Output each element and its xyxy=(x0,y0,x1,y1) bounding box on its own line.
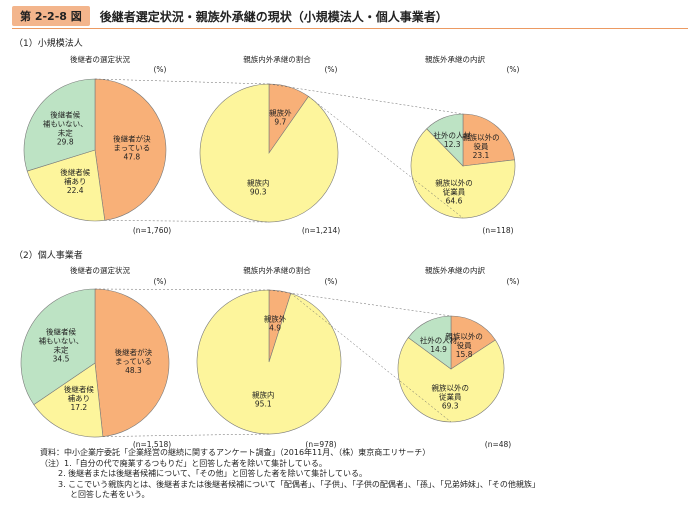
slice-value: 23.1 xyxy=(473,151,490,160)
header-rule xyxy=(12,28,688,29)
slice-value: 29.8 xyxy=(57,138,74,147)
source-notes: 資料：中小企業庁委託「企業経営の継続に関するアンケート調査」（2016年11月、… xyxy=(40,448,540,501)
note-source: 資料：中小企業庁委託「企業経営の継続に関するアンケート調査」（2016年11月、… xyxy=(40,448,431,457)
slice-label: まっている xyxy=(115,357,152,366)
figure-number-badge: 第 2-2-8 図 xyxy=(12,6,90,26)
slice-label: 親族以外の xyxy=(435,177,473,187)
connector-line xyxy=(268,289,452,317)
pie-slice xyxy=(407,315,452,370)
section-label: （1）小規模法人 xyxy=(14,37,83,49)
slice-value: 48.3 xyxy=(125,366,142,375)
chart-title: 親族外承継の内訳 xyxy=(425,54,485,64)
slice-value: 14.9 xyxy=(430,345,447,354)
sample-size-label: (n=1,518) xyxy=(133,440,171,449)
connector-line xyxy=(104,220,270,223)
unit-label: (%) xyxy=(507,277,520,286)
pie-slice xyxy=(94,78,167,221)
slice-label: 役員 xyxy=(457,340,472,350)
pie-slice xyxy=(199,83,339,223)
slice-value: 69.3 xyxy=(442,402,459,411)
unit-label: (%) xyxy=(325,277,338,286)
note-1: （注）1.「自分の代で廃業するつもりだ」と回答した者を除いて集計している。 xyxy=(40,458,327,468)
slice-label: 後継者候 xyxy=(60,167,90,177)
slice-value: 64.6 xyxy=(446,196,463,205)
note-3: 3. ここでいう親族内とは、後継者または後継者候補について「配偶者」、「子供」、… xyxy=(58,479,540,489)
slice-label: 社外の人材 xyxy=(420,335,458,345)
note-3-cont: と回答した者をいう。 xyxy=(70,490,150,499)
sample-size-label: (n=1,214) xyxy=(302,226,340,235)
figure-header: 第 2-2-8 図 後継者選定状況・親族外承継の現状（小規模法人・個人事業者） xyxy=(12,6,448,26)
chart-title: 後継者の選定状況 xyxy=(70,265,130,275)
pie-slice xyxy=(23,78,96,172)
slice-label: 後継者が決 xyxy=(115,347,153,357)
slice-label: 補もいない、 xyxy=(43,119,88,129)
slice-label: 役員 xyxy=(473,141,488,151)
slice-label: 補あり xyxy=(64,176,87,186)
note-2: 2. 後継者または後継者候補について、「その他」と回答した者を除いて集計している… xyxy=(58,469,368,478)
slice-value: 90.3 xyxy=(250,188,267,197)
pie-slice xyxy=(20,288,96,406)
slice-label: 親族以外の xyxy=(462,132,500,142)
slice-value: 34.5 xyxy=(53,354,70,363)
section-label: （2）個人事業者 xyxy=(14,249,83,261)
slice-label: 従業員 xyxy=(439,392,462,402)
slice-value: 15.8 xyxy=(456,350,473,359)
chart-title: 親族外承継の内訳 xyxy=(425,265,485,275)
pie-slice xyxy=(196,289,342,435)
pie-slice xyxy=(462,113,515,167)
slice-value: 12.3 xyxy=(444,140,461,149)
pie-slice xyxy=(410,128,516,219)
slice-value: 4.9 xyxy=(269,323,281,332)
sample-size-label: (n=118) xyxy=(482,226,513,235)
pie-slice xyxy=(450,315,496,370)
chart-title: 親族内外承継の割合 xyxy=(243,265,311,275)
slice-label: 後継者候 xyxy=(64,384,94,394)
slice-value: 17.2 xyxy=(70,403,87,412)
slice-label: 従業員 xyxy=(443,186,466,196)
slice-label: 補もいない、 xyxy=(39,335,84,345)
pie-slice xyxy=(33,362,104,438)
pie-slice xyxy=(94,288,170,437)
connector-line xyxy=(308,96,464,219)
chart-title: 後継者の選定状況 xyxy=(70,54,130,64)
connector-line xyxy=(94,78,270,85)
slice-label: 親族外 xyxy=(269,107,292,117)
unit-label: (%) xyxy=(154,65,167,74)
unit-label: (%) xyxy=(154,277,167,286)
connector-line xyxy=(102,433,270,437)
figure-title: 後継者選定状況・親族外承継の現状（小規模法人・個人事業者） xyxy=(99,9,448,24)
slice-label: 未定 xyxy=(53,344,68,354)
slice-label: 未定 xyxy=(58,128,73,138)
pie-slice xyxy=(397,337,505,423)
slice-label: 後継者が決 xyxy=(113,133,151,143)
sample-size-label: (n=48) xyxy=(485,440,512,449)
connector-line xyxy=(94,288,270,291)
unit-label: (%) xyxy=(507,65,520,74)
slice-label: 社外の人材 xyxy=(433,130,471,140)
slice-label: 親族内 xyxy=(252,389,275,399)
pie-slice xyxy=(26,149,106,222)
slice-label: 後継者候 xyxy=(50,110,80,120)
slice-value: 9.7 xyxy=(274,117,286,126)
slice-label: まっている xyxy=(113,143,150,152)
slice-value: 47.8 xyxy=(123,152,140,161)
slice-label: 後継者候 xyxy=(46,326,76,336)
sample-size-label: (n=978) xyxy=(305,440,336,449)
slice-value: 22.4 xyxy=(67,186,84,195)
slice-label: 親族外 xyxy=(264,313,287,323)
slice-label: 親族以外の xyxy=(445,331,483,341)
chart-title: 親族内外承継の割合 xyxy=(243,54,311,64)
slice-label: 補あり xyxy=(68,393,91,403)
slice-label: 親族内 xyxy=(247,178,270,188)
connector-line xyxy=(268,83,464,115)
slice-value: 95.1 xyxy=(255,399,272,408)
sample-size-label: (n=1,760) xyxy=(133,226,171,235)
slice-label: 親族以外の xyxy=(431,383,469,393)
unit-label: (%) xyxy=(325,65,338,74)
